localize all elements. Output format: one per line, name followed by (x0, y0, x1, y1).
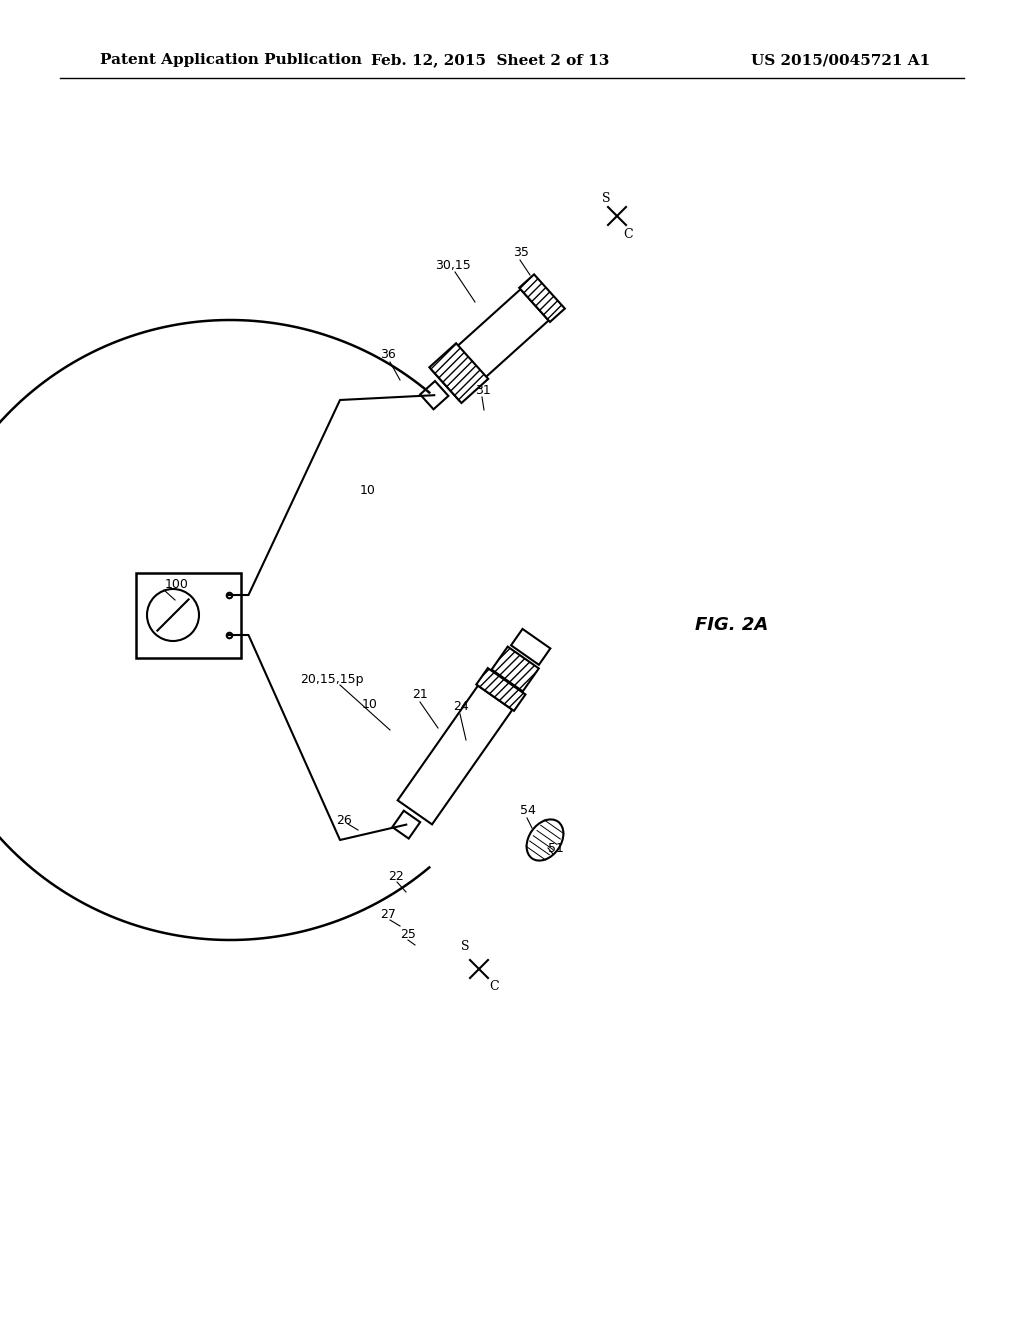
Text: 54: 54 (520, 804, 536, 817)
Text: Patent Application Publication: Patent Application Publication (100, 53, 362, 67)
Bar (429, 343, 488, 403)
Text: C: C (489, 981, 499, 994)
Circle shape (147, 589, 199, 642)
Text: 20,15,15p: 20,15,15p (300, 673, 364, 686)
Bar (431, 289, 549, 401)
Ellipse shape (526, 820, 563, 861)
Text: 36: 36 (380, 348, 395, 362)
Text: 31: 31 (475, 384, 490, 396)
Text: 35: 35 (513, 247, 528, 260)
Bar (511, 628, 550, 665)
Text: S: S (602, 193, 610, 206)
Text: 30,15: 30,15 (435, 259, 471, 272)
Text: FIG. 2A: FIG. 2A (695, 616, 768, 634)
Text: Feb. 12, 2015  Sheet 2 of 13: Feb. 12, 2015 Sheet 2 of 13 (371, 53, 609, 67)
Text: 51: 51 (548, 842, 564, 854)
Bar (397, 685, 512, 825)
Bar (519, 275, 565, 322)
Text: 10: 10 (360, 483, 376, 496)
Text: 10: 10 (362, 698, 378, 711)
Bar (392, 810, 420, 838)
Text: 24: 24 (453, 700, 469, 713)
Bar (420, 381, 449, 409)
Text: US 2015/0045721 A1: US 2015/0045721 A1 (751, 53, 930, 67)
Text: 100: 100 (165, 578, 188, 591)
Bar (476, 668, 525, 711)
Bar (492, 647, 539, 692)
Text: S: S (461, 940, 469, 953)
Text: C: C (624, 228, 633, 242)
Text: 26: 26 (336, 813, 352, 826)
Text: 27: 27 (380, 908, 396, 921)
Text: 22: 22 (388, 870, 403, 883)
Text: 25: 25 (400, 928, 416, 941)
Bar (135, 573, 241, 657)
Text: 21: 21 (412, 689, 428, 701)
